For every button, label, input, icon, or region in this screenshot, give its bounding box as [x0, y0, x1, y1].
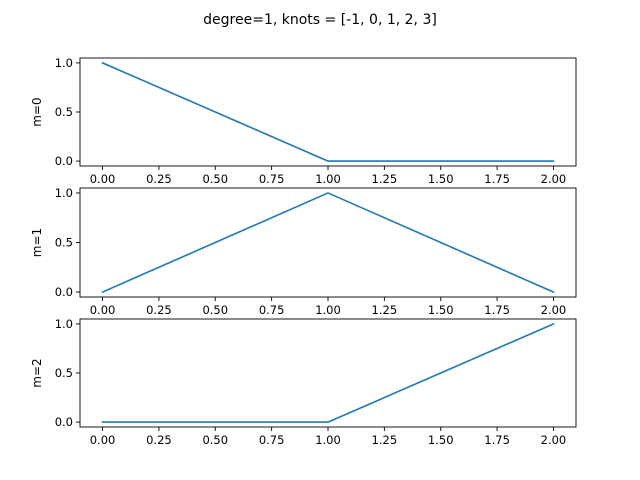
series-line [101, 61, 555, 162]
x-tick-label: 0.75 [259, 303, 285, 317]
x-tick-label: 1.50 [428, 303, 454, 317]
y-tick-label: 1.0 [55, 317, 73, 331]
y-axis-label: m=2 [30, 358, 44, 387]
subplot-1: 0.00 0.25 0.50 0.75 1.00 1.25 1.50 1.75 2.00 0.0 0… [30, 56, 577, 186]
series-line [101, 192, 555, 294]
x-tick-label: 1.50 [428, 172, 454, 186]
x-tick-label: 2.00 [541, 172, 567, 186]
x-tick-label: 1.75 [484, 433, 510, 447]
subplot-2: 0.00 0.25 0.50 0.75 1.00 1.25 1.50 1.75 2.00 0.0 0… [30, 186, 577, 317]
x-tick-label: 0.50 [202, 172, 228, 186]
x-tick-label: 0.00 [90, 172, 116, 186]
x-tick-label: 1.25 [372, 433, 398, 447]
axes-frame [79, 187, 577, 298]
figure-title: degree=1, knots = [-1, 0, 1, 2, 3] [203, 12, 437, 28]
y-axis-label: m=0 [30, 97, 44, 126]
subplot-3: 0.00 0.25 0.50 0.75 1.00 1.25 1.50 1.75 2.00 0.0 0… [30, 317, 577, 447]
y-axis-label: m=1 [30, 228, 44, 257]
y-tick-label: 0.0 [55, 154, 73, 168]
y-tick-label: 0.0 [55, 415, 73, 429]
y-tick-label: 0.5 [55, 105, 73, 119]
x-tick-label: 1.25 [372, 172, 398, 186]
x-tick-label: 1.75 [484, 303, 510, 317]
x-tick-label: 1.00 [315, 303, 341, 317]
x-tick-label: 0.50 [202, 433, 228, 447]
y-tick-label: 1.0 [55, 186, 73, 200]
series-line [101, 322, 555, 423]
x-tick-label: 2.00 [541, 303, 567, 317]
x-tick-label: 0.50 [202, 303, 228, 317]
x-tick-label: 0.00 [90, 303, 116, 317]
x-tick-label: 1.25 [372, 303, 398, 317]
x-tick-label: 0.25 [146, 303, 172, 317]
y-tick-label: 0.5 [55, 366, 73, 380]
x-tick-label: 0.00 [90, 433, 116, 447]
y-tick-label: 0.0 [55, 285, 73, 299]
x-tick-label: 0.25 [146, 433, 172, 447]
x-tick-label: 0.75 [259, 433, 285, 447]
axes-frame [79, 57, 577, 167]
subplot-grid: 0.00 0.25 0.50 0.75 1.00 1.25 1.50 1.75 2.000.00… [30, 56, 577, 447]
x-tick-label: 1.75 [484, 172, 510, 186]
x-tick-label: 0.75 [259, 172, 285, 186]
x-tick-label: 1.00 [315, 172, 341, 186]
axes-frame [79, 318, 577, 428]
x-tick-label: 2.00 [541, 433, 567, 447]
y-tick-label: 0.5 [55, 236, 73, 250]
y-tick-label: 1.0 [55, 56, 73, 70]
x-tick-label: 1.50 [428, 433, 454, 447]
x-tick-label: 1.00 [315, 433, 341, 447]
x-tick-label: 0.25 [146, 172, 172, 186]
